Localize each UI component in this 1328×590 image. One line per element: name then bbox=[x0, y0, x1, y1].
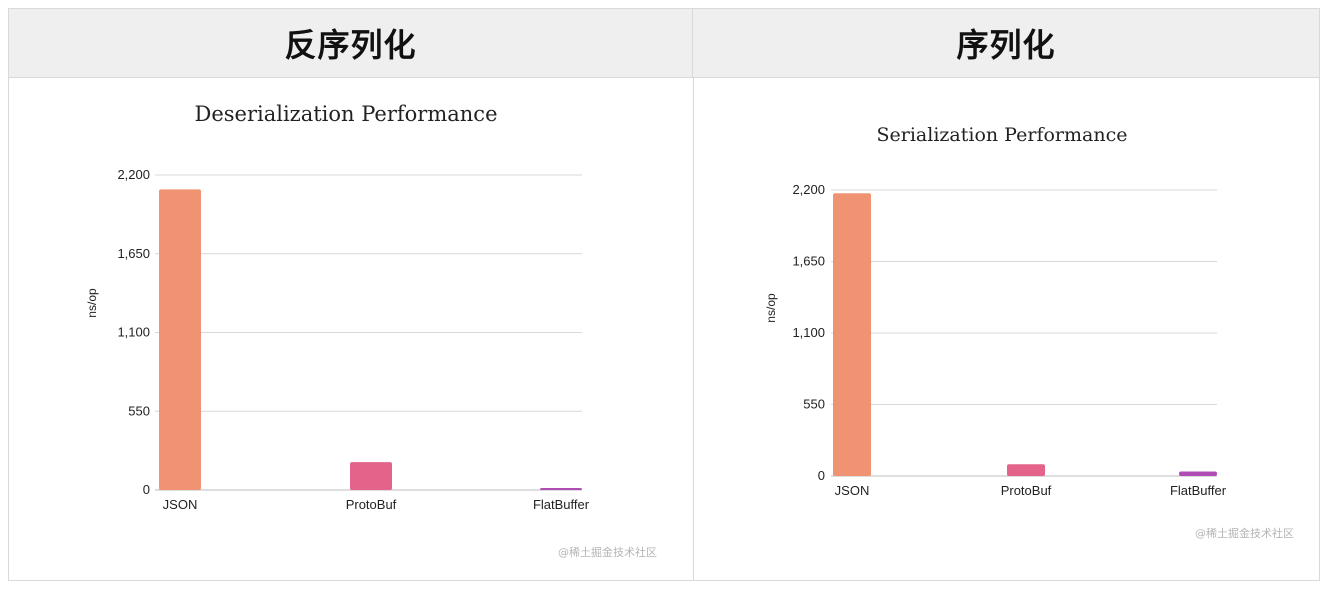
header-serialization-label: 序列化 bbox=[956, 26, 1056, 64]
deser-x-tick-label: JSON bbox=[163, 497, 198, 512]
comparison-table: 反序列化 序列化 bbox=[8, 8, 1320, 581]
watermark-left: @稀土掘金技术社区 bbox=[558, 546, 657, 559]
header-deserialization: 反序列化 bbox=[9, 9, 693, 78]
ser-y-tick-label: 1,100 bbox=[792, 325, 825, 340]
deser-y-tick-label: 550 bbox=[128, 403, 150, 418]
deserialization-chart: Deserialization Performance 0 550 1,100 1,65… bbox=[85, 102, 590, 512]
ser-x-tick-label: FlatBuffer bbox=[1170, 483, 1227, 498]
deser-y-tick-label: 1,100 bbox=[117, 325, 150, 340]
ser-bar-protobuf bbox=[1007, 464, 1045, 476]
column-divider bbox=[693, 78, 694, 581]
ser-y-axis-label: ns/op bbox=[764, 293, 778, 323]
ser-x-tick-label: ProtoBuf bbox=[1001, 483, 1052, 498]
deser-bar-json bbox=[159, 189, 201, 490]
ser-y-tick-label: 1,650 bbox=[792, 254, 825, 269]
deser-y-tick-label: 2,200 bbox=[117, 167, 150, 182]
watermark-right: @稀土掘金技术社区 bbox=[1195, 527, 1294, 540]
deser-bar-protobuf bbox=[350, 462, 392, 490]
deser-chart-title: Deserialization Performance bbox=[194, 102, 497, 126]
deser-x-tick-label: ProtoBuf bbox=[346, 497, 397, 512]
ser-chart-title: Serialization Performance bbox=[877, 124, 1128, 146]
ser-y-tick-label: 0 bbox=[818, 468, 825, 483]
deser-bar-flatbuffer bbox=[540, 488, 582, 490]
ser-x-tick-label: JSON bbox=[835, 483, 870, 498]
deser-x-tick-label: FlatBuffer bbox=[533, 497, 590, 512]
ser-y-tick-label: 550 bbox=[803, 397, 825, 412]
ser-y-tick-label: 2,200 bbox=[792, 182, 825, 197]
deser-y-axis-label: ns/op bbox=[85, 288, 99, 318]
ser-bar-flatbuffer bbox=[1179, 471, 1217, 476]
deser-y-tick-label: 1,650 bbox=[117, 246, 150, 261]
ser-bar-json bbox=[833, 193, 871, 476]
deser-y-tick-label: 0 bbox=[143, 482, 150, 497]
header-serialization: 序列化 bbox=[693, 9, 1319, 78]
header-deserialization-label: 反序列化 bbox=[284, 26, 417, 64]
serialization-chart: Serialization Performance 0 550 1,100 1,650 2… bbox=[764, 124, 1227, 498]
